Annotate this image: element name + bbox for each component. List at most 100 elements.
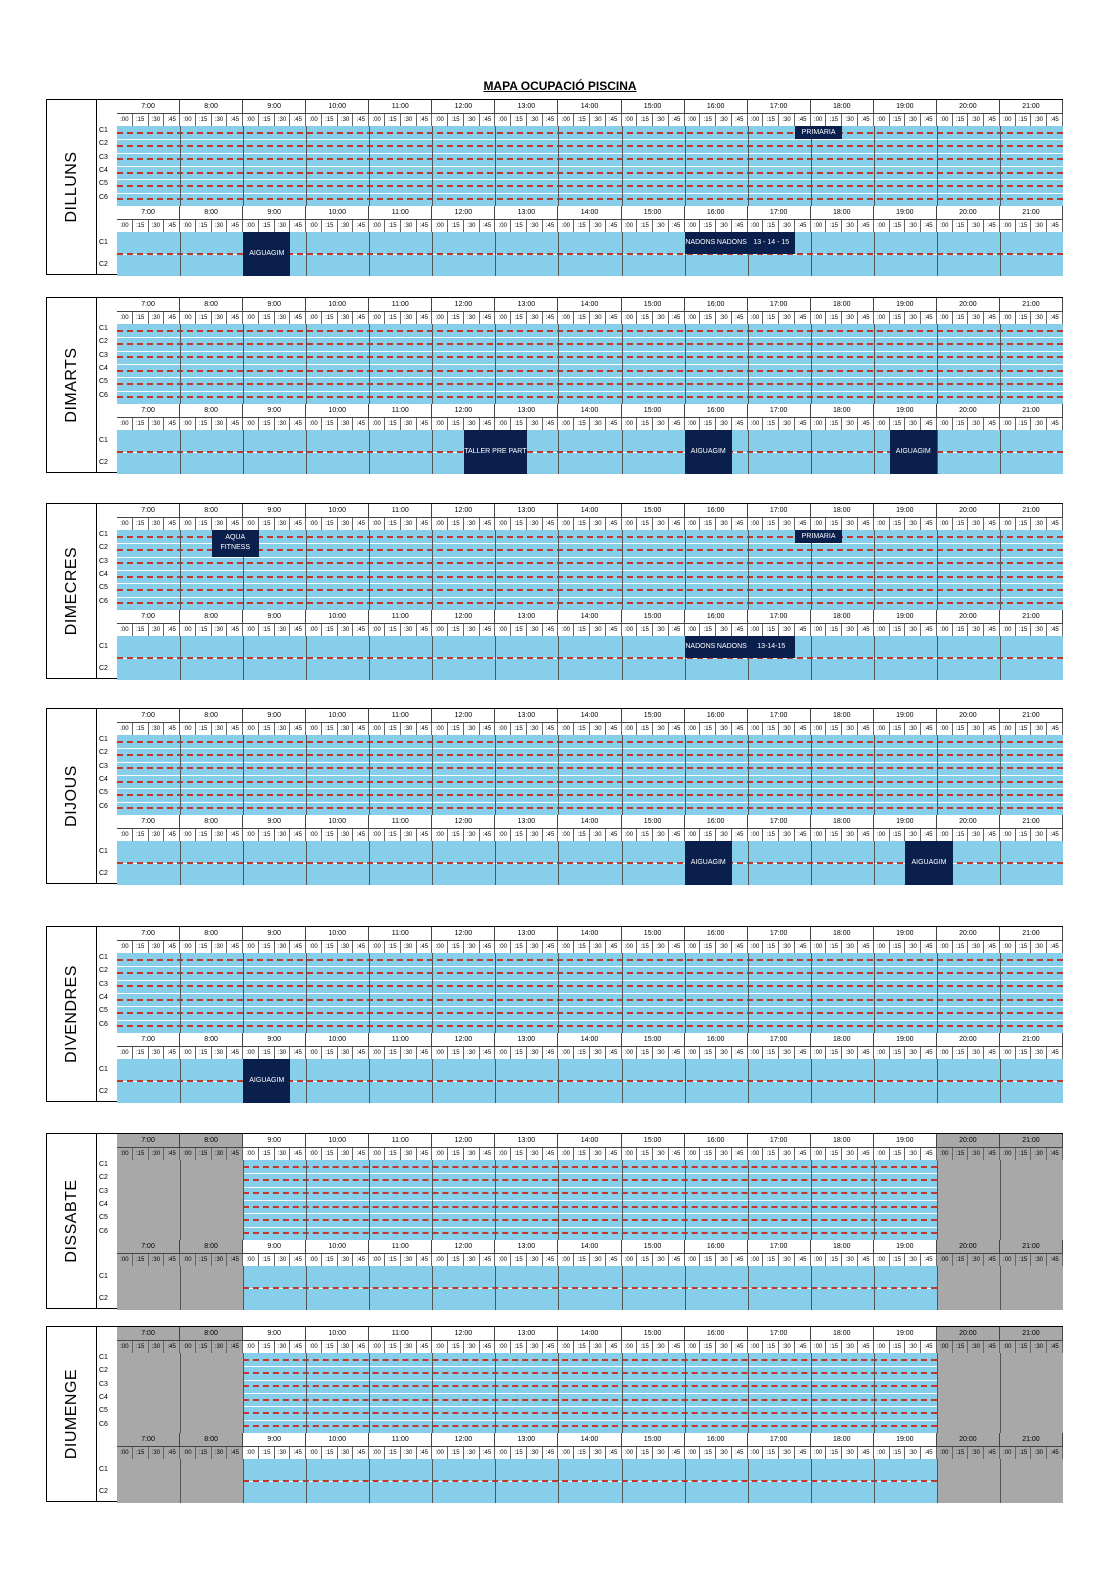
lane-label: C2: [99, 544, 108, 552]
quarter-label: :15: [700, 114, 717, 126]
quarter-label: :00: [180, 1047, 196, 1059]
quarter-label: :45: [543, 624, 559, 636]
quarter-label: :00: [999, 1148, 1016, 1160]
quarter-label: :00: [432, 829, 449, 841]
session-block[interactable]: AQUA FITNESS: [211, 530, 259, 557]
quarter-label: :15: [700, 1254, 717, 1266]
lane-divider: [117, 390, 1063, 392]
hour-label: 16:00: [685, 1240, 748, 1253]
quarter-label: :00: [685, 418, 701, 430]
quarter-label: :15: [133, 418, 149, 430]
day-name: DIUMENGE: [62, 1368, 80, 1460]
quarter-label: :15: [132, 1447, 149, 1459]
session-block[interactable]: NADONS: [684, 636, 717, 658]
main-pool-grid: PRIMARIA: [117, 126, 1063, 206]
hour-label: 8:00: [180, 610, 244, 623]
lane-labels: C1 C2 C3 C4 C5 C6: [97, 530, 117, 610]
hour-divider: [432, 636, 434, 680]
quarter-label: :00: [874, 518, 890, 530]
quarter-label: :45: [1047, 1148, 1063, 1160]
hour-label: 20:00: [936, 1433, 1000, 1446]
quarter-label: :30: [401, 1148, 417, 1160]
session-block[interactable]: 13 - 14 - 15: [747, 232, 795, 254]
lane-divider: [117, 761, 1063, 763]
quarter-label: :15: [259, 418, 275, 430]
quarter-label: :30: [968, 1254, 985, 1266]
session-block[interactable]: AIGUAGIM: [243, 232, 291, 276]
quarter-label: :30: [653, 941, 669, 953]
quarter-label: :00: [622, 829, 638, 841]
quarter-label: :00: [811, 1254, 827, 1266]
quarter-label: :30: [968, 1341, 985, 1353]
quarter-label: :30: [968, 1047, 985, 1059]
quarter-label: :15: [890, 941, 906, 953]
quarter-label: :15: [890, 1341, 906, 1353]
quarter-label: :30: [653, 418, 669, 430]
session-block[interactable]: AIGUAGIM: [243, 1059, 291, 1103]
hour-label: 10:00: [306, 610, 370, 623]
lane-labels: C1 C2: [97, 1459, 117, 1503]
lane-label: C1: [99, 127, 108, 134]
session-block[interactable]: AIGUAGIM: [684, 841, 732, 885]
quarter-label: :00: [936, 1341, 953, 1353]
quarter-label: :00: [117, 518, 133, 530]
quarter-label: :45: [795, 114, 811, 126]
lane-label: C1: [99, 848, 108, 855]
session-block[interactable]: AIGUAGIM: [684, 430, 732, 474]
session-block[interactable]: NADONS: [684, 232, 717, 254]
session-block[interactable]: NADONS: [716, 636, 748, 658]
quarter-label: :30: [905, 1254, 922, 1266]
quarter-label: :15: [574, 312, 590, 324]
session-block[interactable]: PRIMARIA: [794, 530, 843, 544]
quarter-label: :15: [827, 220, 843, 232]
hour-divider: [369, 636, 371, 680]
quarter-label: :45: [417, 518, 433, 530]
quarter-label: :30: [779, 941, 795, 953]
lane-label: C4: [99, 1201, 108, 1208]
session-block[interactable]: NADONS: [716, 232, 748, 254]
session-block[interactable]: PRIMARIA: [794, 126, 843, 140]
quarter-label: :45: [858, 624, 874, 636]
session-block[interactable]: 13-14-15: [747, 636, 795, 658]
quarter-label: :45: [417, 829, 433, 841]
hour-label: 19:00: [874, 1433, 937, 1446]
quarter-label: :15: [133, 624, 149, 636]
quarter-label: :45: [795, 624, 811, 636]
quarter-label: :00: [180, 829, 196, 841]
quarter-label: :30: [211, 1254, 228, 1266]
quarter-label: :00: [622, 624, 638, 636]
quarter-label: :00: [937, 624, 953, 636]
lane-rope: [117, 131, 1063, 134]
quarter-label: :30: [716, 723, 732, 735]
hour-divider: [495, 232, 497, 276]
hour-label: 19:00: [874, 610, 937, 623]
hour-divider: [747, 841, 749, 885]
lane-label: C2: [99, 459, 108, 466]
quarter-label: :15: [448, 941, 464, 953]
quarter-label: :30: [338, 114, 354, 126]
quarter-label: :15: [637, 624, 654, 636]
hour-label: 14:00: [558, 1134, 622, 1147]
hour-divider: [495, 126, 497, 206]
quarter-label: :30: [1031, 723, 1048, 735]
session-block[interactable]: AIGUAGIM: [905, 841, 953, 885]
hour-divider: [369, 1160, 371, 1240]
quarter-label: :00: [685, 829, 701, 841]
hour-label: 12:00: [432, 298, 496, 311]
quarter-label: :15: [637, 518, 654, 530]
hour-label: 12:00: [432, 100, 496, 113]
hour-label: 17:00: [748, 298, 811, 311]
hour-divider: [999, 953, 1001, 1033]
session-block[interactable]: TALLER PRE PART: [463, 430, 527, 474]
hour-divider: [621, 232, 623, 276]
quarter-label: :00: [685, 723, 701, 735]
hour-label: 18:00: [811, 1240, 874, 1253]
hour-divider: [306, 530, 308, 610]
quarter-label: :30: [716, 312, 732, 324]
quarter-label: :45: [354, 518, 370, 530]
hour-divider: [747, 953, 749, 1033]
hour-label: 11:00: [369, 815, 433, 828]
quarter-label: :45: [417, 418, 433, 430]
session-block[interactable]: AIGUAGIM: [889, 430, 937, 474]
quarter-label: :00: [495, 1047, 512, 1059]
